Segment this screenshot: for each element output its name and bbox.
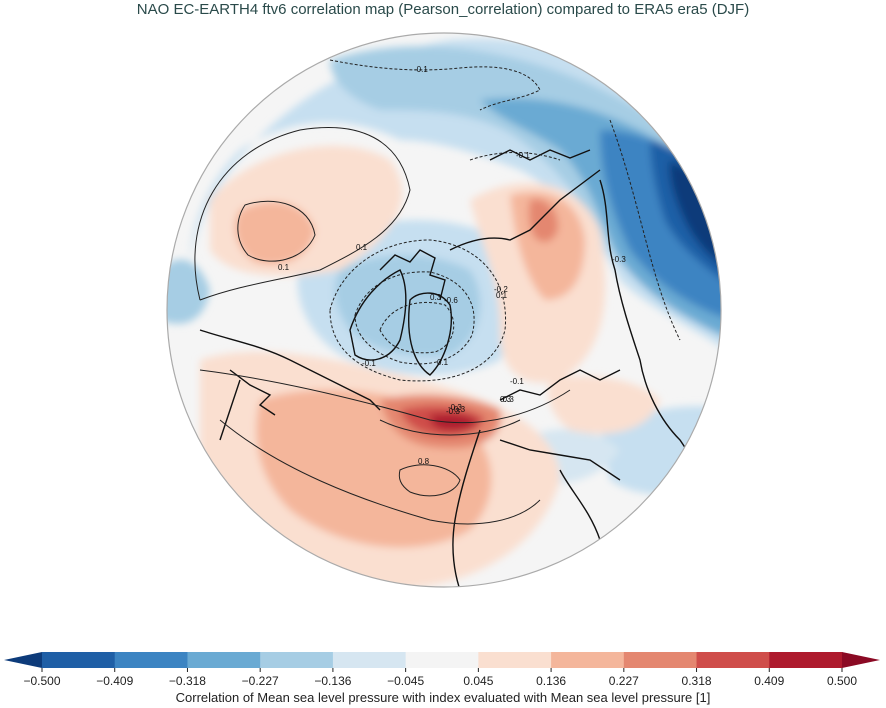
contours	[194, 59, 681, 525]
correlation-field	[167, 38, 721, 587]
contour-label: -0.1	[414, 65, 428, 74]
colorbar-bin	[114, 652, 188, 668]
colorbar-tick-label: −0.136	[314, 674, 351, 688]
colorbar-bin	[187, 652, 261, 668]
colorbar-bin	[623, 652, 698, 668]
polar-correlation-map: -0.1-0.10.10.10.1-0.6-0.2-0.3-0.1-0.3-0.…	[166, 32, 722, 588]
contour-label: -0.2	[494, 285, 508, 294]
contour-label: -0.1	[516, 151, 530, 160]
contour-label: 0.1	[496, 291, 508, 300]
map-boundary	[166, 32, 722, 588]
colorbar-bin	[260, 652, 334, 668]
colorbar-bin	[769, 652, 843, 668]
contour-label: 0.1	[437, 358, 449, 367]
contour-label: 0.1	[278, 263, 290, 272]
colorbar-bin	[696, 652, 770, 668]
colorbar-tick-label: −0.409	[96, 674, 133, 688]
colorbar-tick-label: −0.318	[169, 674, 206, 688]
contour-label: 0.8	[418, 457, 430, 466]
colorbar-tick-label: 0.409	[754, 674, 784, 688]
map-title: NAO EC-EARTH4 ftv6 correlation map (Pear…	[136, 1, 750, 18]
contour-label: -0.1	[362, 359, 376, 368]
colorbar-extend-high	[842, 652, 880, 668]
colorbar-tick-label: −0.227	[242, 674, 279, 688]
contour-label: -0.1	[510, 377, 524, 386]
colorbar-bin	[551, 652, 625, 668]
colorbar-tick-label: 0.136	[536, 674, 566, 688]
colorbar-bin	[478, 652, 552, 668]
coastlines	[199, 149, 701, 587]
colorbar-tick-label: −0.500	[23, 674, 60, 688]
contour-label: -0.3	[448, 403, 462, 412]
contour-labels: -0.1-0.10.10.10.1-0.6-0.2-0.3-0.1-0.3-0.…	[278, 65, 626, 466]
colorbar-tick-label: 0.227	[609, 674, 639, 688]
colorbar-bin	[42, 652, 116, 668]
contour-label: -0.3	[446, 407, 460, 416]
contour-label: 0.3	[430, 293, 442, 302]
colorbar-extend-low	[4, 652, 42, 668]
contour-label: 0.1	[356, 243, 368, 252]
colorbar: −0.500 −0.409 −0.318 −0.227 −0.136 −0.045 0.04…	[4, 652, 880, 688]
contour-label: -0.6	[444, 296, 458, 305]
colorbar-bin	[332, 652, 407, 668]
colorbar-tick-label: 0.045	[463, 674, 493, 688]
colorbar-label: Correlation of Mean sea level pressure w…	[175, 690, 711, 705]
colorbar-tick-label: −0.045	[387, 674, 424, 688]
colorbar-bin	[405, 652, 479, 668]
contour-label: -0.3	[500, 395, 514, 404]
colorbar-tick-label: 0.500	[827, 674, 857, 688]
contour-label: 0.3	[454, 405, 466, 414]
contour-label: -0.3	[612, 255, 626, 264]
colorbar-tick-label: 0.318	[682, 674, 712, 688]
contour-label: 0.3	[500, 395, 512, 404]
